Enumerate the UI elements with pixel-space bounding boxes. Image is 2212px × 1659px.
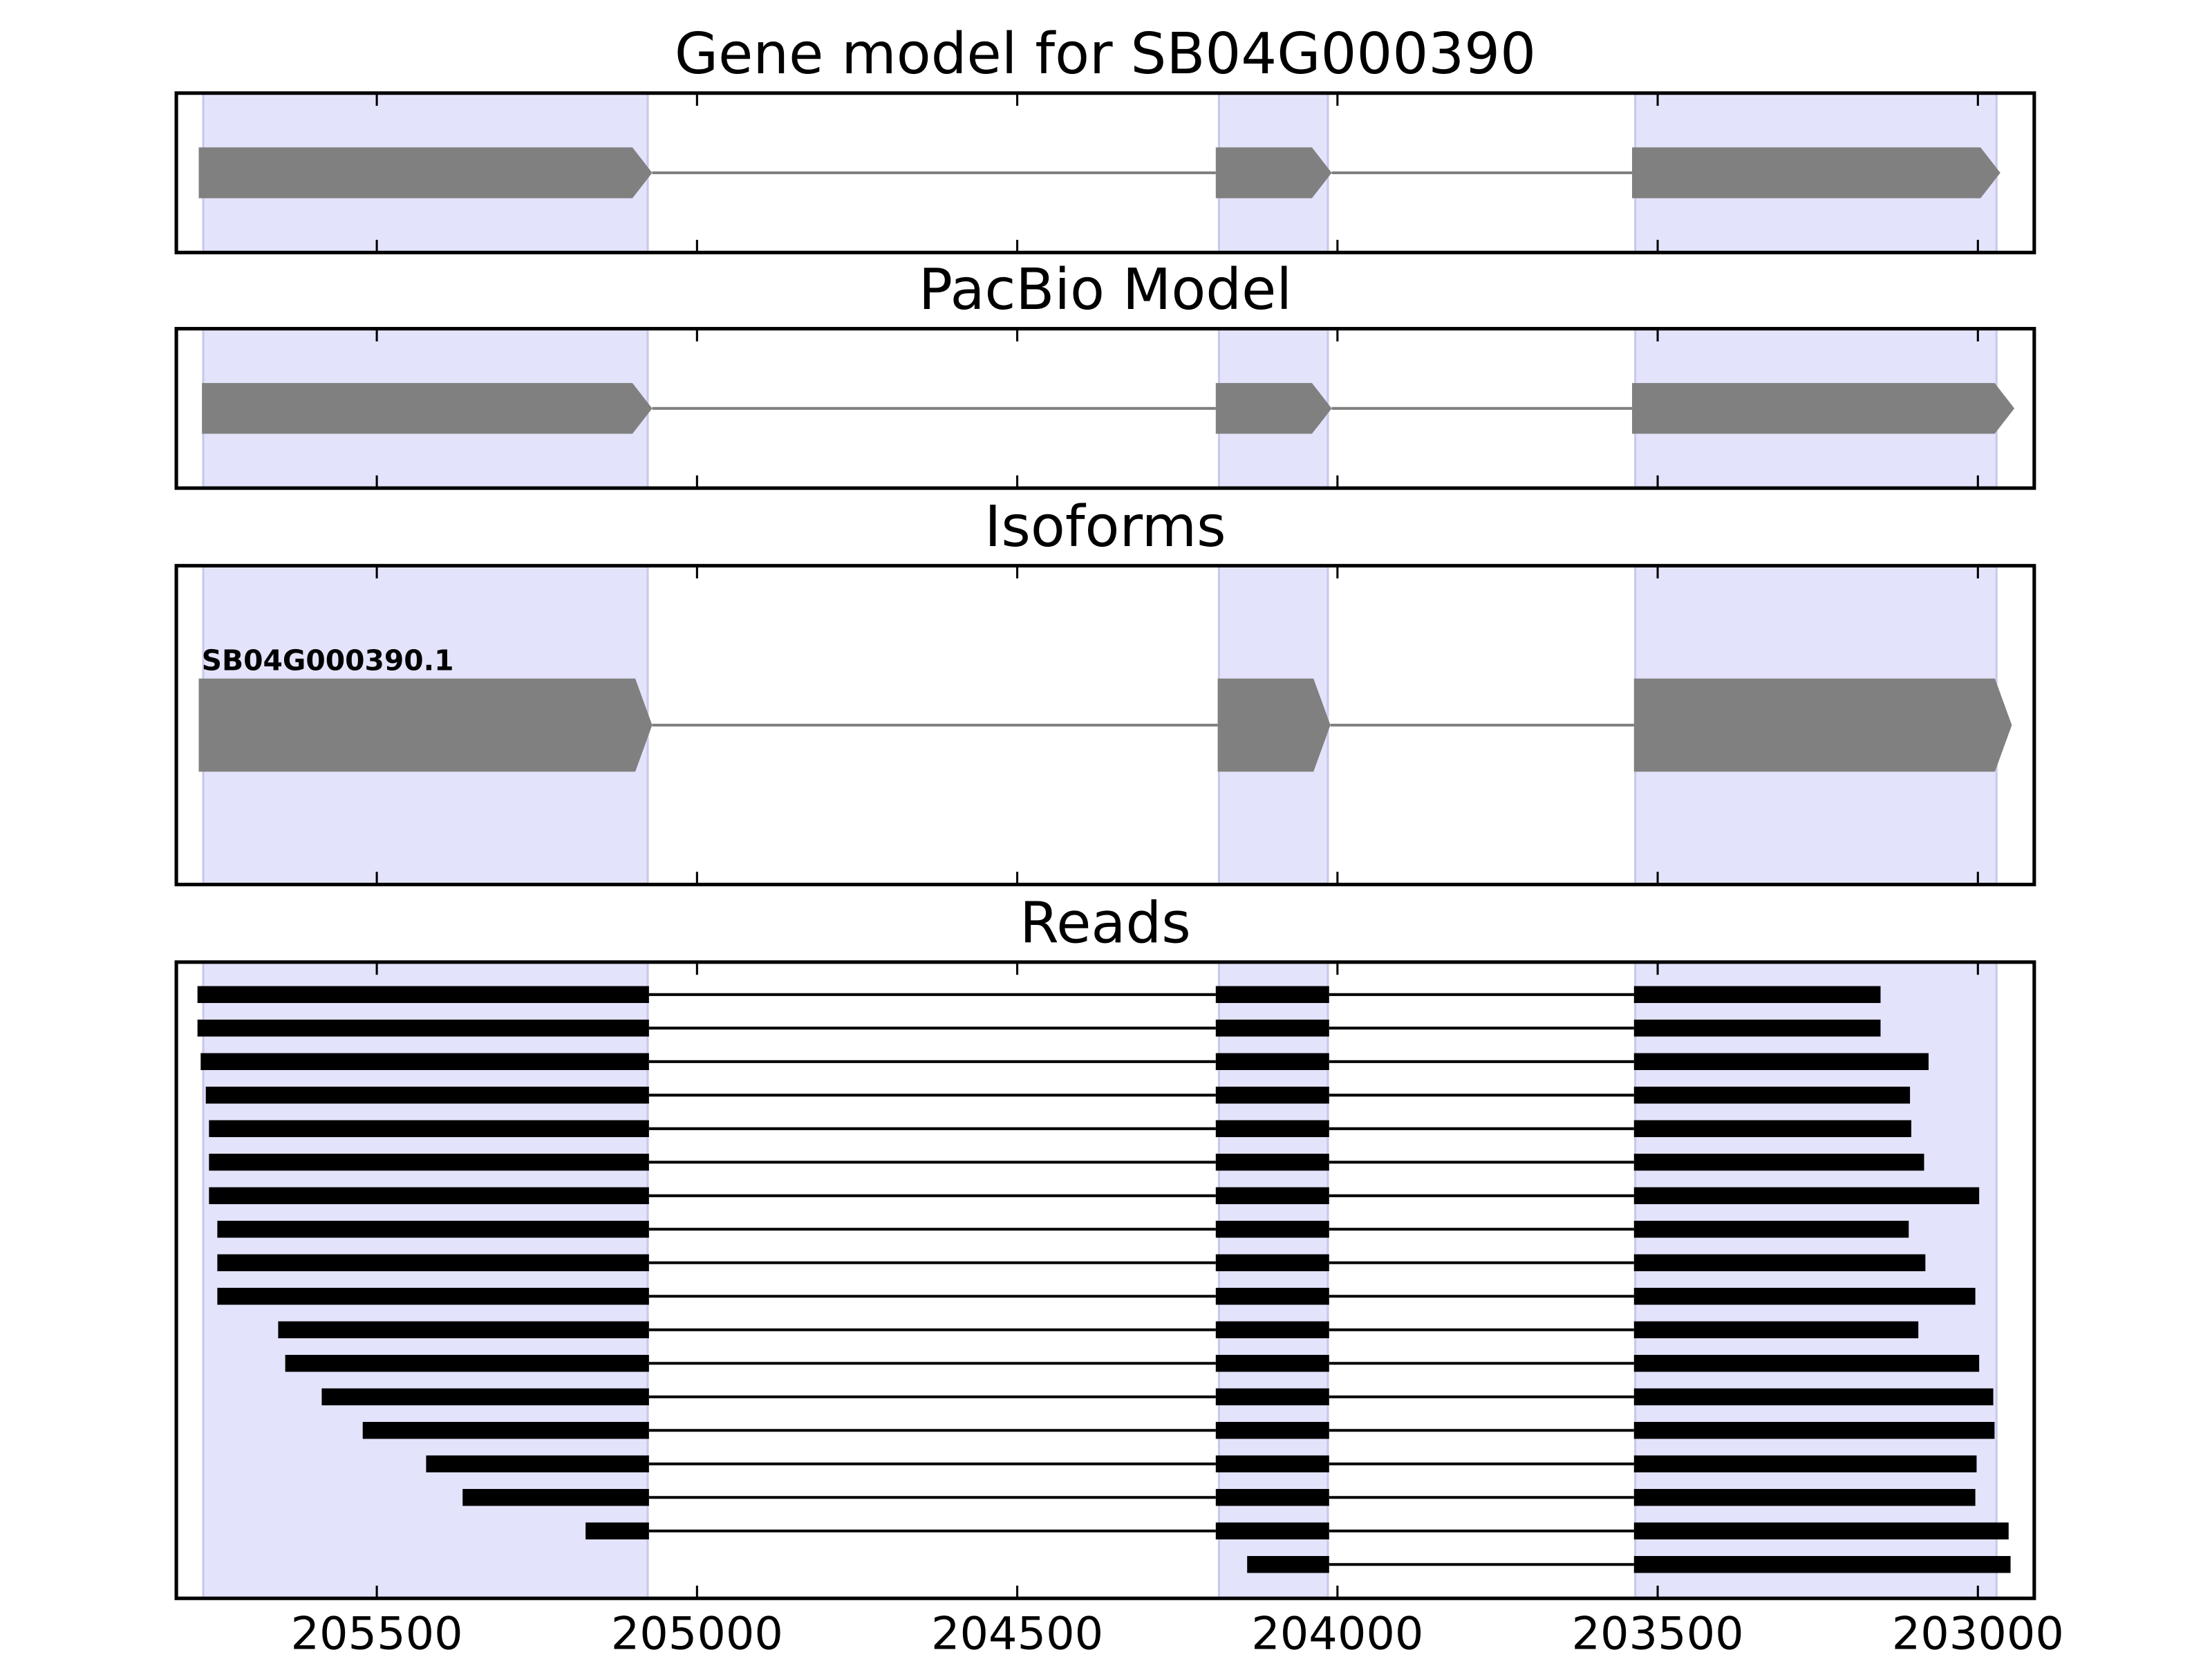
read-block (1633, 1120, 1911, 1138)
read-block (1633, 1355, 1980, 1372)
read-block (1215, 1053, 1329, 1071)
exon (198, 678, 653, 772)
read-block (197, 1020, 649, 1037)
read-block (197, 986, 649, 1004)
read-block (1215, 1120, 1329, 1138)
exon (198, 147, 653, 198)
read-block (1633, 1422, 1995, 1439)
read-block (1633, 986, 1881, 1004)
read-block (1215, 1388, 1329, 1406)
read-block (1633, 1388, 1994, 1406)
panel-title: Gene model for SB04G000390 (675, 21, 1536, 87)
read-block (200, 1053, 649, 1071)
read-block (285, 1355, 649, 1372)
panel-title: Reads (1020, 890, 1191, 956)
read-block (585, 1522, 649, 1540)
x-tick-label: 203000 (1892, 1608, 2064, 1659)
x-tick-label: 204000 (1251, 1608, 1423, 1659)
read-block (1215, 1020, 1329, 1037)
read-block (209, 1120, 649, 1138)
read-block (1215, 1154, 1329, 1171)
read-block (1633, 1556, 2011, 1573)
read-block (426, 1455, 649, 1473)
read-block (321, 1388, 649, 1406)
exon (1215, 383, 1332, 434)
exon (1215, 147, 1332, 198)
read-block (1215, 1455, 1329, 1473)
read-block (1633, 1288, 1976, 1305)
panel-title: Isoforms (984, 494, 1226, 560)
read-block (278, 1321, 649, 1339)
panel-title: PacBio Model (919, 257, 1292, 323)
panel-frame (174, 960, 2036, 1600)
read-block (209, 1187, 649, 1205)
read-block (362, 1422, 649, 1439)
read-block (1215, 986, 1329, 1004)
exon (1632, 383, 2015, 434)
panel-frame (174, 91, 2036, 254)
read-block (1215, 1489, 1329, 1506)
read-block (1633, 1187, 1980, 1205)
read-block (1215, 1321, 1329, 1339)
panel-frame (174, 563, 2036, 887)
x-tick-label: 203500 (1571, 1608, 1743, 1659)
read-block (1215, 1187, 1329, 1205)
exon (1632, 147, 2000, 198)
exon (1217, 678, 1331, 772)
read-block (1215, 1355, 1329, 1372)
read-block (1215, 1522, 1329, 1540)
read-block (1247, 1556, 1329, 1573)
read-block (1215, 1221, 1329, 1238)
x-tick-label: 205500 (290, 1608, 462, 1659)
read-block (1633, 1087, 1911, 1104)
read-block (1633, 1522, 2009, 1540)
read-block (1633, 1455, 1977, 1473)
x-tick-label: 205000 (611, 1608, 783, 1659)
exon (202, 383, 653, 434)
read-block (209, 1154, 649, 1171)
x-tick-label: 204500 (931, 1608, 1103, 1659)
read-block (217, 1254, 649, 1272)
read-block (217, 1221, 649, 1238)
read-block (462, 1489, 649, 1506)
read-block (1633, 1053, 1929, 1071)
read-block (1215, 1288, 1329, 1305)
read-block (1633, 1254, 1926, 1272)
read-block (1633, 1020, 1881, 1037)
read-block (217, 1288, 649, 1305)
read-block (1215, 1422, 1329, 1439)
exon (1633, 678, 2012, 772)
read-block (1633, 1489, 1976, 1506)
read-block (1633, 1221, 1909, 1238)
read-block (1633, 1154, 1924, 1171)
isoform-label: SB04G000390.1 (202, 644, 454, 677)
read-block (1215, 1254, 1329, 1272)
panel-frame (174, 326, 2036, 490)
read-block (205, 1087, 649, 1104)
read-block (1215, 1087, 1329, 1104)
read-block (1633, 1321, 1919, 1339)
